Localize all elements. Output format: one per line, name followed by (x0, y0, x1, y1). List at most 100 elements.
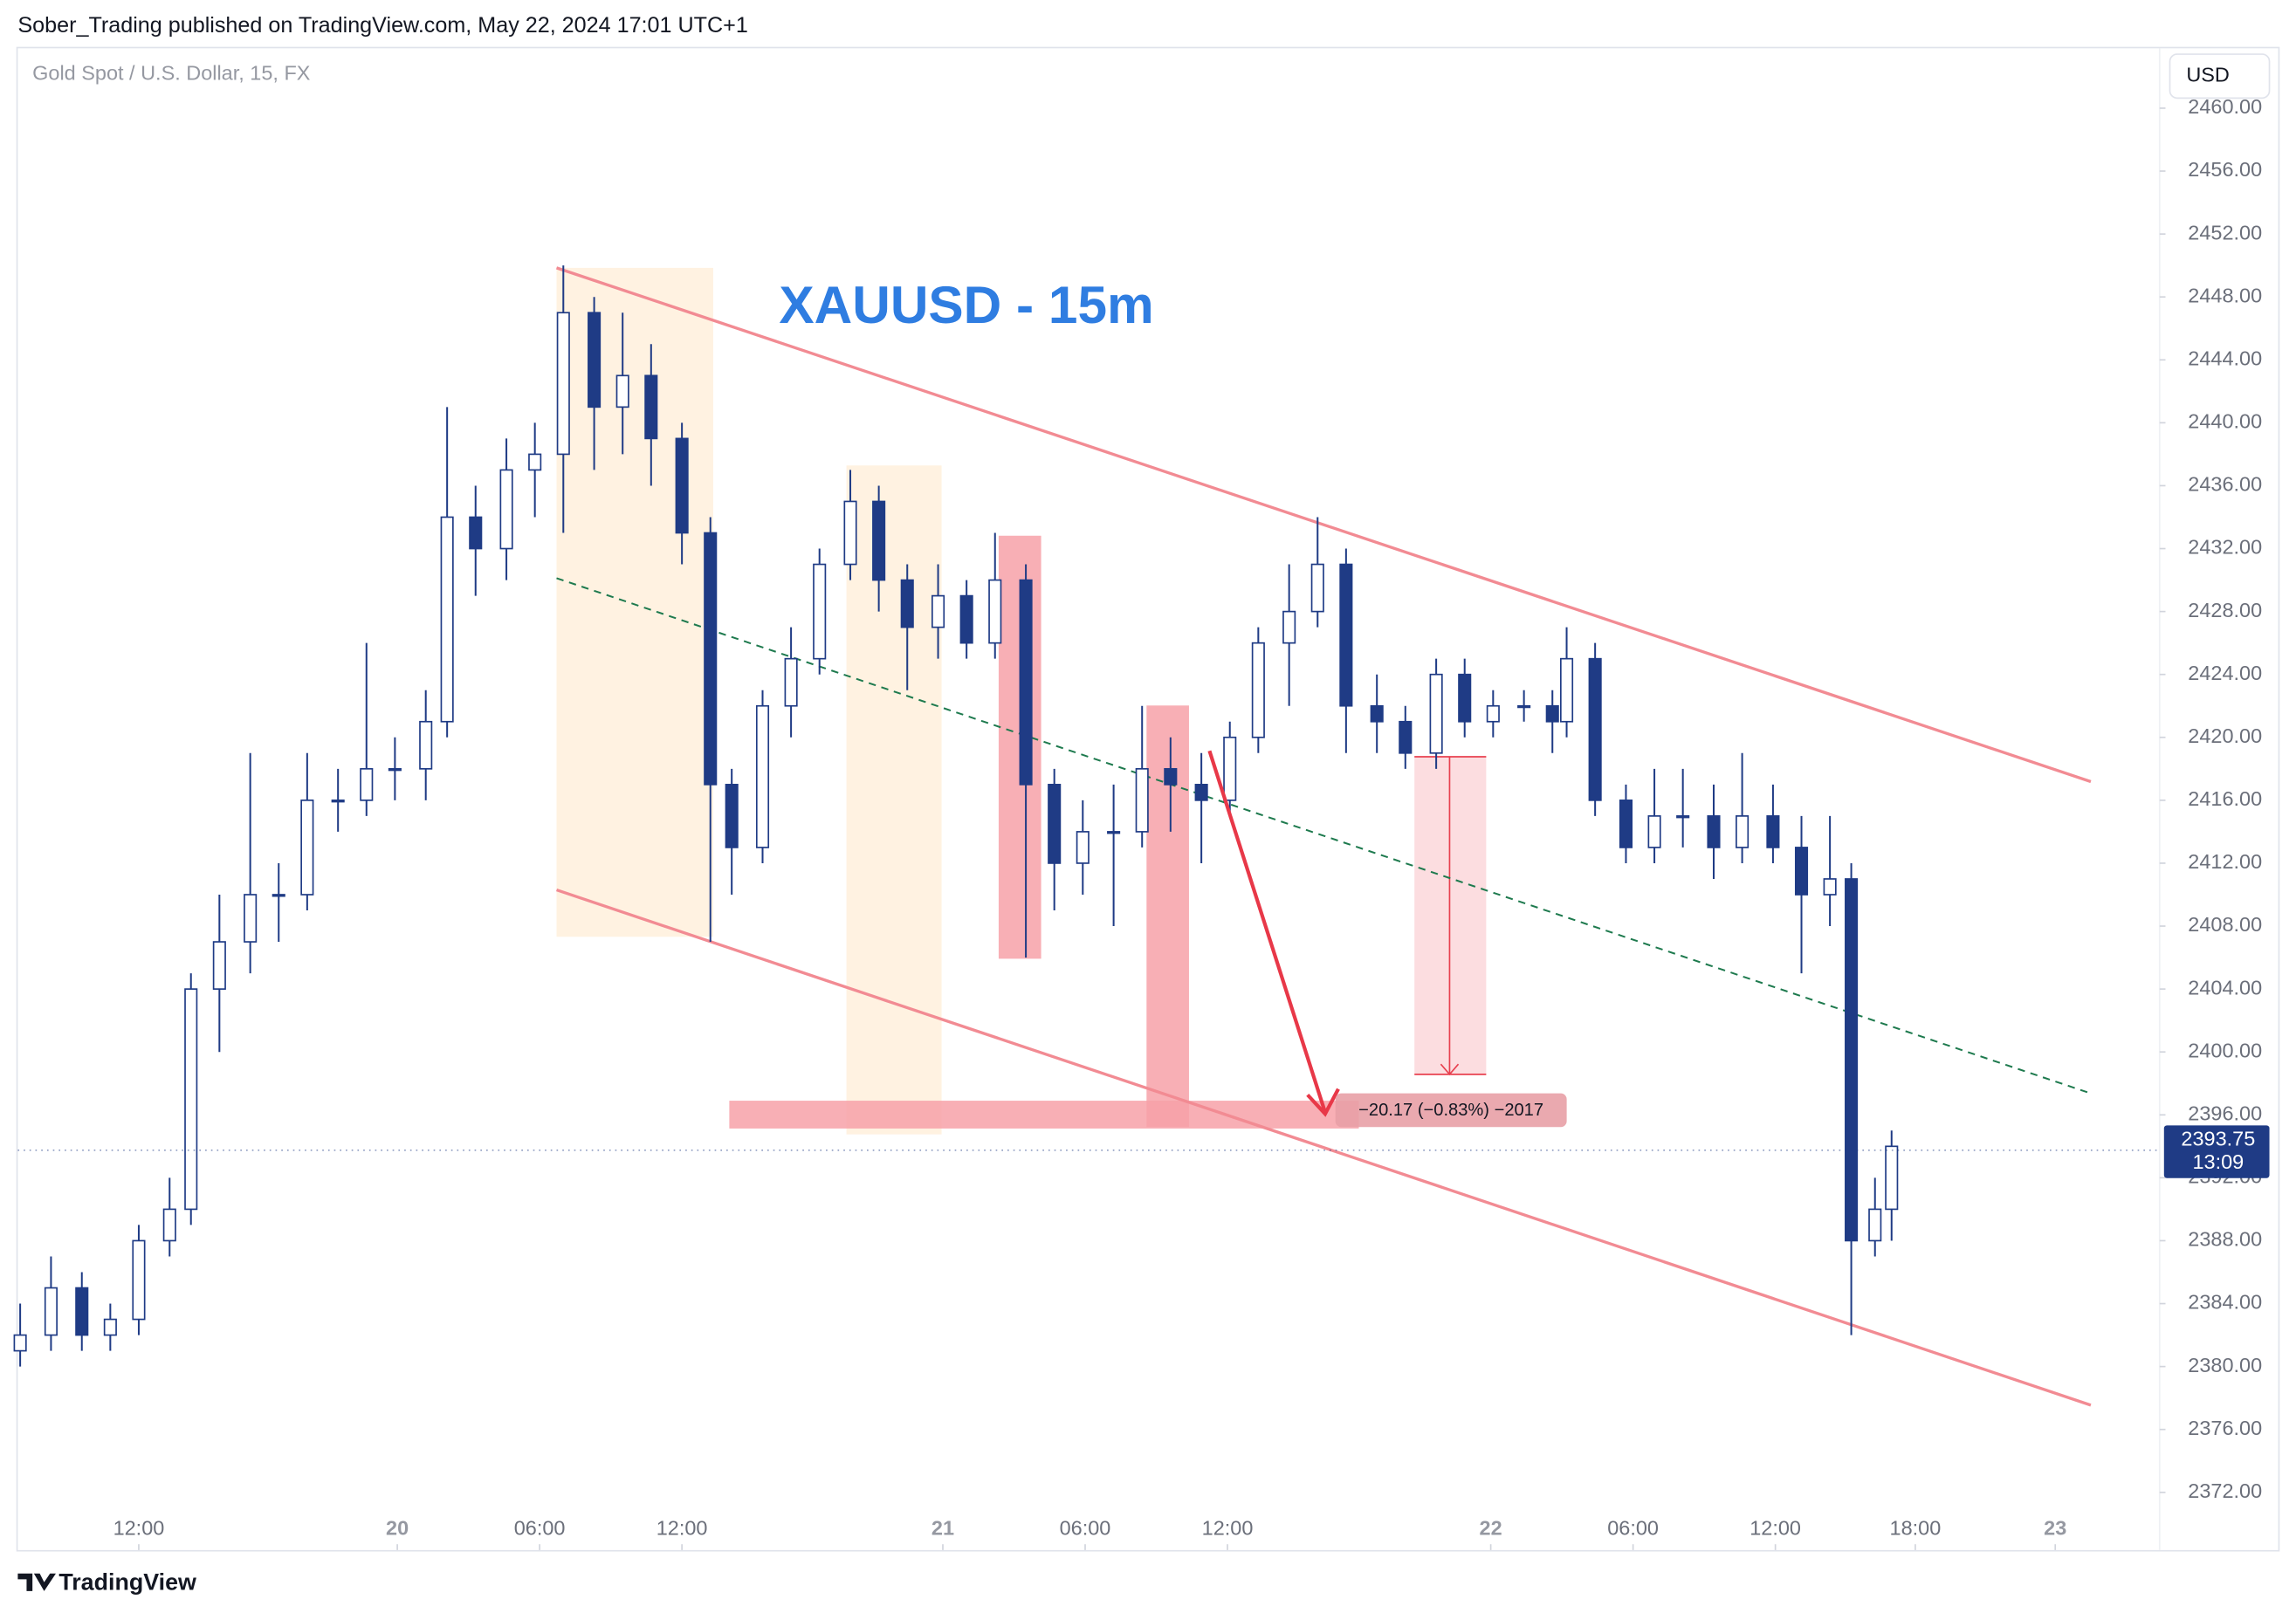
channel-lower (555, 888, 2092, 1407)
candle-body (988, 579, 1002, 644)
currency-label[interactable]: USD (2186, 63, 2230, 86)
x-tick-label: 21 (931, 1517, 954, 1540)
candle-body (959, 594, 973, 644)
candle-body (184, 988, 198, 1211)
y-tick-label: 2380.00 (2188, 1354, 2262, 1376)
axes: 2372.002376.002380.002384.002388.002392.… (17, 95, 2270, 1550)
candle-body (1868, 1208, 1882, 1242)
candle-body (360, 767, 374, 801)
candle-body (1310, 563, 1324, 613)
candle-body (1885, 1145, 1899, 1211)
candle-body (75, 1287, 89, 1336)
x-tick-label: 23 (2044, 1517, 2066, 1540)
candle-body (1251, 642, 1265, 738)
candle-body (1194, 784, 1208, 801)
candle-body (1766, 815, 1780, 848)
candle-body (1048, 784, 1062, 864)
footer: TradingView (17, 1569, 196, 1596)
candle-body (162, 1208, 176, 1242)
arrow-drawing: −20.17 (−0.83%) −2017 (1207, 750, 1567, 1128)
zone-box (556, 267, 713, 937)
brand-name: TradingView (58, 1569, 196, 1596)
candle-body (1458, 673, 1472, 723)
candle-body (675, 437, 689, 534)
y-tick-label: 2400.00 (2188, 1039, 2262, 1061)
candle-body (784, 657, 798, 707)
candle-body (704, 532, 718, 786)
candle-body (1794, 847, 1809, 896)
candle-body (1339, 563, 1353, 707)
y-tick-label: 2388.00 (2188, 1228, 2262, 1251)
x-tick-label: 06:00 (1060, 1517, 1111, 1540)
candle-body (132, 1239, 146, 1321)
x-tick-label: 18:00 (1890, 1517, 1942, 1540)
symbol-label: Gold Spot / U.S. Dollar, 15, FX (32, 62, 311, 85)
y-tick-label: 2440.00 (2188, 410, 2262, 433)
candle-body (1517, 704, 1531, 709)
y-tick-label: 2372.00 (2188, 1479, 2262, 1502)
candle-body (272, 894, 285, 897)
brand-logo (17, 1573, 56, 1591)
drawings (555, 266, 2092, 1407)
measure-label: −20.17 (−0.83%) −2017 (1358, 1101, 1543, 1120)
candle-body (556, 312, 570, 456)
candles (13, 265, 1899, 1367)
candle-body (244, 894, 258, 943)
y-tick-label: 2412.00 (2188, 850, 2262, 873)
x-tick-label: 22 (1480, 1517, 1502, 1540)
y-tick-label: 2448.00 (2188, 284, 2262, 306)
currency-button[interactable] (2169, 53, 2271, 100)
candle-body (615, 374, 629, 408)
x-tick-label: 12:00 (1202, 1517, 1254, 1540)
candle-body (1736, 815, 1749, 848)
candle-body (1845, 878, 1859, 1242)
candle-body (843, 500, 857, 566)
candle-body (1164, 767, 1178, 786)
candle-body (725, 784, 739, 848)
y-tick-label: 2456.00 (2188, 158, 2262, 181)
candle-body (1019, 579, 1033, 786)
candle-body (1076, 831, 1090, 864)
candle-body (1429, 673, 1443, 754)
candle-body (469, 516, 483, 550)
candle-body (1107, 831, 1121, 834)
candle-body (44, 1287, 58, 1336)
candle-body (1282, 610, 1296, 644)
x-tick-label: 12:00 (113, 1517, 165, 1540)
y-tick-label: 2384.00 (2188, 1291, 2262, 1314)
candle-body (331, 800, 345, 803)
candle-body (1588, 657, 1602, 801)
y-tick-label: 2416.00 (2188, 787, 2262, 810)
candle-body (1135, 767, 1149, 833)
target-zone (729, 1101, 1359, 1129)
candle-body (872, 500, 886, 581)
channel-upper (555, 266, 2092, 784)
candle-body (1559, 657, 1574, 723)
candle-body (1223, 736, 1237, 801)
last-price-label: 2393.75 (2181, 1127, 2255, 1150)
candle-body (499, 469, 513, 550)
chart-title: XAUUSD - 15m (779, 275, 1153, 334)
candle-body (1619, 800, 1633, 848)
forecast-arrow (1207, 750, 1327, 1114)
y-tick-label: 2436.00 (2188, 473, 2262, 496)
channel-mid (556, 577, 2092, 1095)
x-tick-label: 06:00 (1607, 1517, 1659, 1540)
y-tick-label: 2396.00 (2188, 1102, 2262, 1124)
last-price-badge (2163, 1125, 2270, 1178)
candle-body (1370, 704, 1384, 723)
candle-body (1545, 704, 1559, 723)
candle-body (388, 767, 402, 772)
x-tick-label: 12:00 (656, 1517, 708, 1540)
candle-body (1676, 815, 1690, 819)
candle-body (1707, 815, 1721, 848)
y-tick-label: 2424.00 (2188, 662, 2262, 684)
candle-body (1399, 720, 1413, 754)
y-tick-label: 2444.00 (2188, 347, 2262, 369)
y-tick-label: 2404.00 (2188, 976, 2262, 999)
candle-body (212, 941, 226, 990)
candle-body (755, 704, 770, 848)
y-tick-label: 2452.00 (2188, 221, 2262, 244)
y-tick-label: 2432.00 (2188, 536, 2262, 559)
